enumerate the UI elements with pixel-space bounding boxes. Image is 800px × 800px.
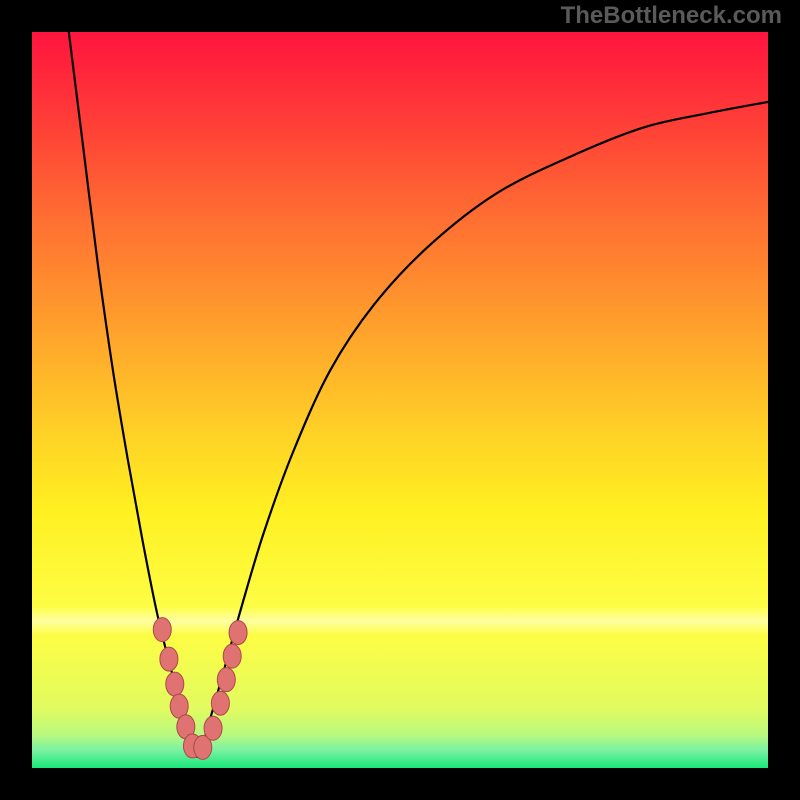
data-marker (211, 691, 229, 715)
data-marker (160, 647, 178, 671)
plot-background (32, 32, 768, 768)
watermark-text: TheBottleneck.com (561, 2, 782, 30)
data-marker (217, 668, 235, 692)
data-marker (204, 716, 222, 740)
data-marker (229, 621, 247, 645)
data-marker (223, 644, 241, 668)
chart-svg (0, 0, 800, 800)
chart-frame: TheBottleneck.com (0, 0, 800, 800)
data-marker (153, 618, 171, 642)
data-marker (166, 672, 184, 696)
